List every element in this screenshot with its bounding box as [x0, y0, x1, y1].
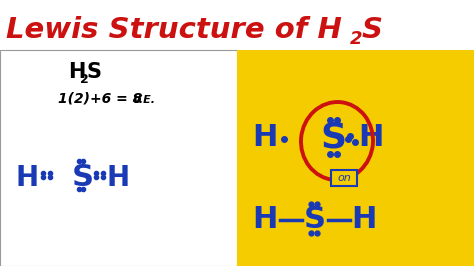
- Text: S: S: [304, 206, 326, 235]
- Text: 2: 2: [350, 30, 363, 48]
- Text: V.E.: V.E.: [132, 95, 155, 105]
- Text: S: S: [72, 164, 94, 193]
- Text: Lewis Structure of H: Lewis Structure of H: [6, 16, 342, 44]
- Text: H: H: [252, 206, 277, 235]
- FancyBboxPatch shape: [331, 170, 357, 186]
- Bar: [237, 50, 474, 266]
- Text: H: H: [351, 206, 376, 235]
- Text: on: on: [337, 173, 351, 183]
- Text: H: H: [252, 123, 277, 152]
- Text: H: H: [358, 123, 383, 152]
- Bar: [0, 0, 474, 50]
- Text: H: H: [107, 164, 130, 192]
- Text: S: S: [320, 121, 346, 155]
- Text: H: H: [68, 62, 85, 82]
- Text: S: S: [362, 16, 383, 44]
- Text: 1(2)+6 = 8: 1(2)+6 = 8: [58, 91, 147, 105]
- Text: 2: 2: [80, 73, 89, 86]
- Text: H: H: [15, 164, 38, 192]
- Bar: [0, 50, 237, 266]
- Text: S: S: [87, 62, 102, 82]
